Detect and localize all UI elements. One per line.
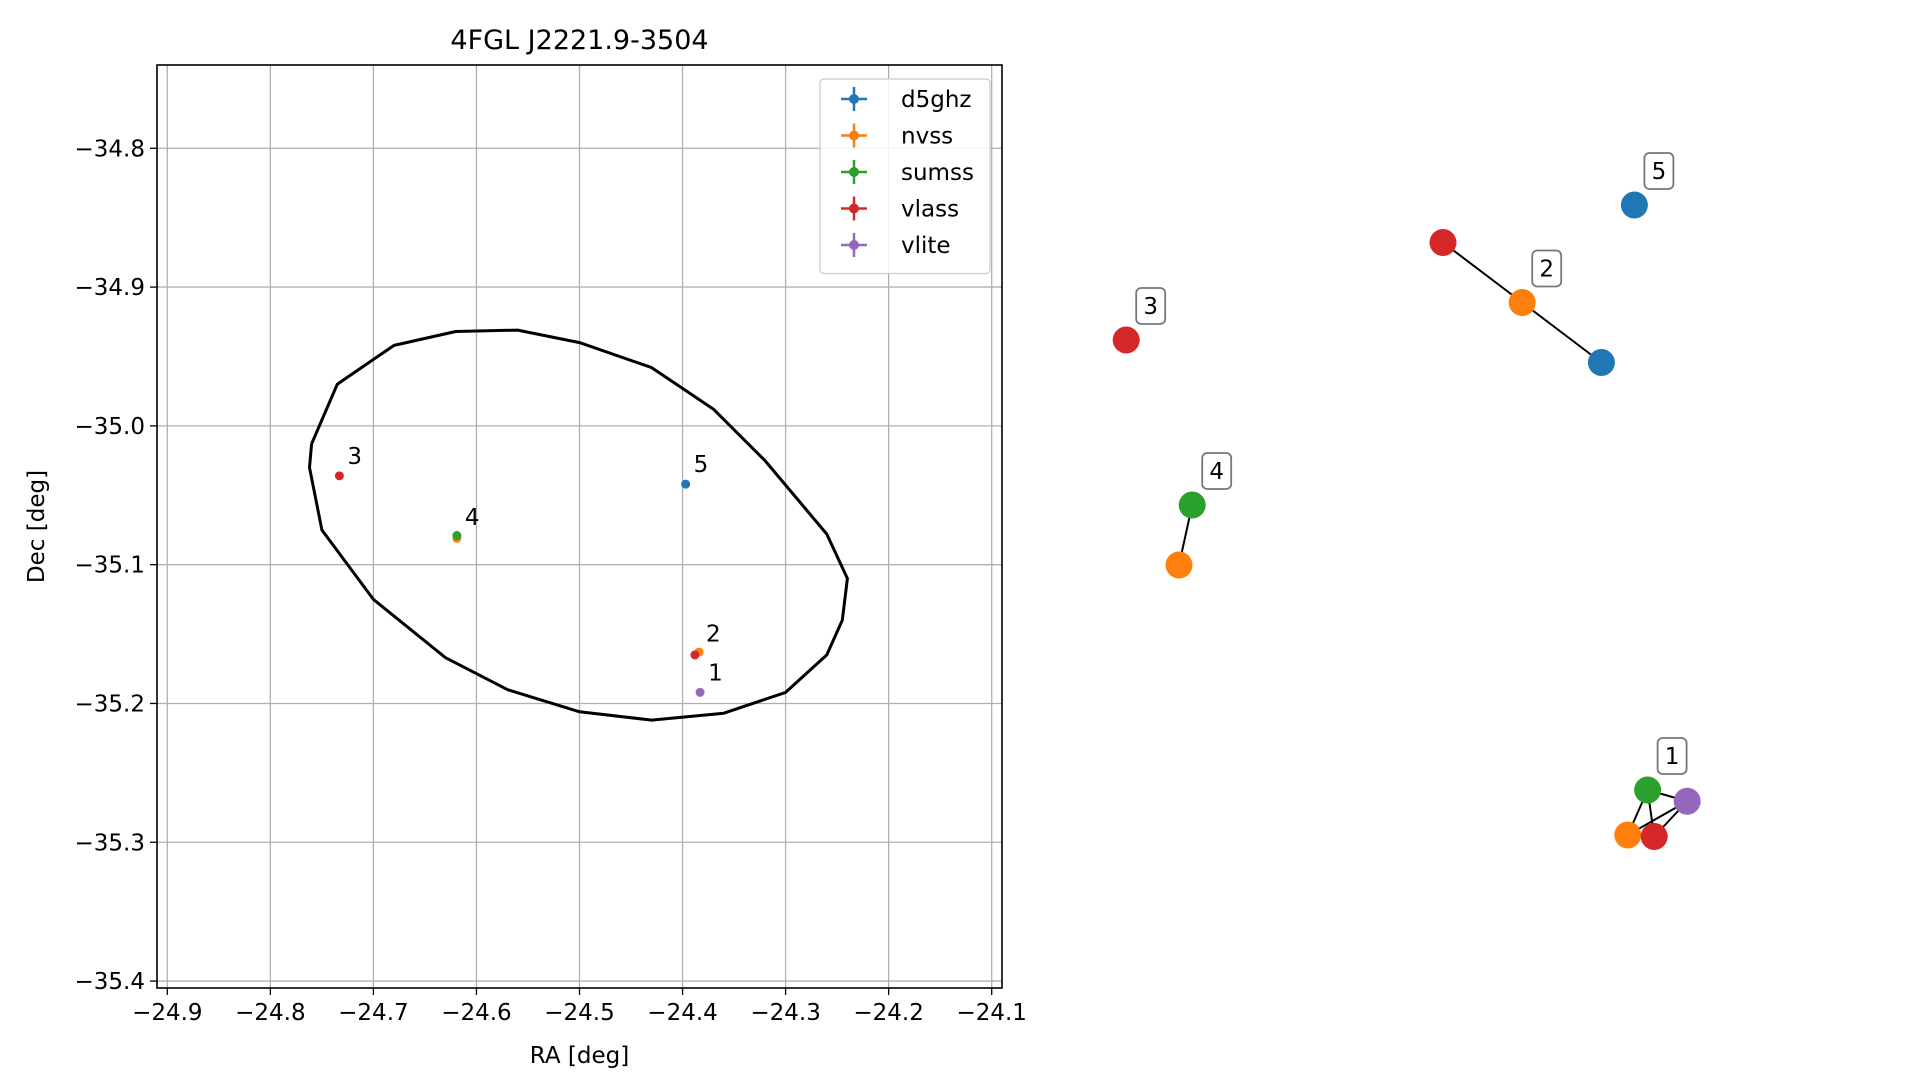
- x-tick-label: −24.7: [338, 1000, 408, 1026]
- network-label: 2: [1539, 257, 1554, 283]
- x-axis-ticks: −24.9 −24.8 −24.7 −24.6 −24.5 −24.4 −24.3 −24.2…: [132, 988, 1027, 1026]
- x-tick-label: −24.1: [956, 1000, 1026, 1026]
- x-tick-label: −24.9: [132, 1000, 202, 1026]
- network-edges: [1178, 241, 1688, 838]
- point-label: 5: [694, 452, 709, 478]
- legend-marker-dot: [849, 94, 859, 104]
- x-tick-label: −24.6: [441, 1000, 511, 1026]
- legend-label-d5ghz: d5ghz: [901, 87, 971, 113]
- points-layer: [334, 471, 705, 697]
- y-tick-label: −34.8: [75, 136, 145, 162]
- point-vlite: [695, 687, 705, 697]
- network-node: [1112, 326, 1140, 354]
- y-tick-label: −35.4: [75, 969, 145, 995]
- legend-marker-dot: [849, 203, 859, 214]
- network-node: [1640, 823, 1668, 850]
- legend: d5ghz nvss sumss vlass vlite: [819, 78, 991, 275]
- error-ellipse: [308, 328, 849, 722]
- x-tick-label: −24.2: [853, 1000, 923, 1026]
- network-nodes: [1112, 191, 1701, 850]
- point-sumss: [452, 531, 462, 541]
- point-d5ghz: [681, 479, 691, 489]
- legend-marker-dot: [849, 130, 859, 141]
- x-tick-label: −24.8: [235, 1000, 305, 1026]
- x-tick-label: −24.4: [647, 1000, 717, 1026]
- network-label-box: [1656, 737, 1688, 775]
- point-label: 3: [347, 444, 362, 470]
- legend-frame: [819, 78, 991, 275]
- error-ellipse-layer: [308, 328, 849, 722]
- y-tick-label: −35.2: [75, 691, 145, 717]
- legend-marker-dot: [849, 167, 859, 177]
- point-vlass: [690, 650, 700, 660]
- network-edge: [1521, 301, 1603, 364]
- network-labels: 5 2 3 4 1: [1135, 152, 1688, 775]
- point-vlass: [334, 471, 344, 481]
- network-label: 3: [1143, 294, 1158, 320]
- network-node: [1614, 821, 1642, 849]
- legend-label-sumss: sumss: [901, 160, 974, 186]
- point-labels-layer: 1 2 3 4 5: [347, 444, 722, 687]
- network-label-box: [1201, 452, 1233, 490]
- network-edge: [1442, 241, 1523, 304]
- network-label-box: [1643, 152, 1675, 190]
- grid: [157, 65, 1002, 988]
- legend-label-vlite: vlite: [901, 233, 951, 259]
- y-axis-label: Dec [deg]: [24, 470, 50, 583]
- legend-marker-dot: [849, 240, 859, 250]
- point-label: 4: [465, 505, 480, 531]
- network-node: [1429, 229, 1457, 256]
- y-axis-ticks: −34.8 −34.9 −35.0 −35.1 −35.2 −35.3 −35.4: [75, 136, 157, 995]
- network-node: [1634, 776, 1662, 804]
- y-tick-label: −35.3: [75, 830, 145, 856]
- chart-title: 4FGL J2221.9-3504: [450, 25, 708, 56]
- network-node: [1178, 491, 1206, 519]
- network-node: [1673, 787, 1701, 815]
- y-tick-label: −35.0: [75, 414, 145, 440]
- legend-label-nvss: nvss: [901, 124, 953, 150]
- network-label-box: [1531, 249, 1563, 288]
- network-panel: 5 2 3 4 1: [1112, 152, 1701, 850]
- y-tick-label: −35.1: [75, 553, 145, 579]
- network-node: [1587, 349, 1615, 376]
- x-axis-label: RA [deg]: [530, 1043, 629, 1069]
- point-label: 2: [706, 621, 721, 647]
- network-label: 1: [1665, 744, 1680, 770]
- network-node: [1620, 191, 1648, 219]
- y-tick-label: −34.9: [75, 275, 145, 301]
- network-label-box: [1135, 287, 1167, 325]
- network-label: 5: [1652, 159, 1667, 185]
- legend-label-vlass: vlass: [901, 197, 959, 223]
- network-node: [1165, 551, 1193, 579]
- network-node: [1508, 289, 1536, 316]
- point-label: 1: [708, 660, 723, 686]
- network-label: 4: [1209, 459, 1224, 485]
- x-tick-label: −24.3: [750, 1000, 820, 1026]
- x-tick-label: −24.5: [544, 1000, 614, 1026]
